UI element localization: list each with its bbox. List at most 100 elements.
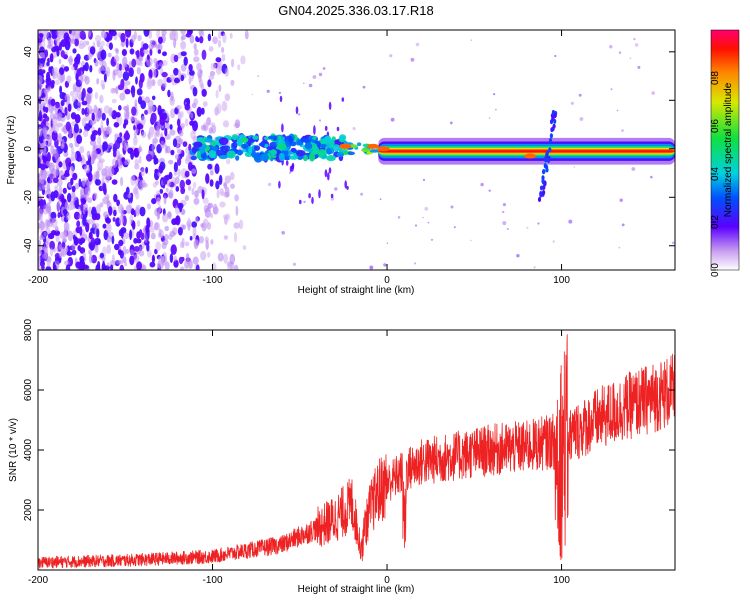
noise-speckle <box>116 62 120 72</box>
noise-speckle <box>209 170 214 176</box>
noise-speckle <box>195 264 200 270</box>
noise-speckle <box>188 64 193 72</box>
noise-speckle <box>140 100 147 110</box>
noise-speckle <box>410 57 415 62</box>
noise-speckle <box>60 100 65 107</box>
noise-speckle <box>145 224 150 234</box>
noise-speckle <box>180 266 185 270</box>
noise-speckle <box>157 79 164 87</box>
signal-blob <box>328 142 334 148</box>
noise-speckle <box>621 223 625 227</box>
noise-speckle <box>148 69 153 79</box>
signal-blob <box>311 150 318 155</box>
noise-speckle <box>212 36 219 44</box>
noise-speckle <box>552 240 555 243</box>
noise-speckle <box>90 133 96 142</box>
noise-speckle <box>67 103 72 113</box>
noise-speckle <box>38 215 41 221</box>
bottom-x-tick-label: 100 <box>553 575 570 586</box>
noise-speckle <box>54 230 61 236</box>
burst-mark <box>537 197 542 202</box>
noise-speckle <box>167 211 172 218</box>
noise-speckle <box>146 54 150 61</box>
noise-speckle <box>227 262 232 270</box>
noise-speckle <box>216 103 222 115</box>
noise-speckle <box>74 199 79 208</box>
noise-speckle <box>149 261 156 268</box>
noise-speckle <box>134 159 139 166</box>
noise-speckle <box>184 241 190 247</box>
noise-speckle <box>89 65 93 73</box>
noise-speckle <box>106 117 109 127</box>
noise-speckle <box>79 146 85 154</box>
bottom-x-tick-label: -200 <box>28 575 48 586</box>
noise-speckle <box>79 237 86 244</box>
noise-speckle <box>197 185 204 194</box>
top-x-label: Height of straight line (km) <box>298 285 415 296</box>
noise-speckle <box>93 104 98 114</box>
noise-speckle <box>48 217 54 224</box>
bottom-x-tick-label: 0 <box>384 575 390 586</box>
noise-speckle <box>234 119 241 129</box>
signal-streak <box>328 167 332 174</box>
noise-speckle <box>88 231 93 240</box>
noise-speckle <box>140 115 146 126</box>
noise-speckle <box>169 124 173 130</box>
noise-speckle <box>222 32 227 44</box>
top-x-tick-label: -200 <box>28 275 48 286</box>
noise-speckle <box>207 251 211 258</box>
noise-speckle <box>199 236 204 244</box>
noise-speckle <box>80 203 84 212</box>
noise-speckle <box>45 121 49 127</box>
noise-speckle <box>159 188 164 194</box>
noise-speckle <box>72 48 77 54</box>
noise-speckle <box>616 109 619 112</box>
top-x-tick-label: 0 <box>384 275 390 286</box>
noise-speckle <box>214 163 220 174</box>
noise-speckle <box>229 32 233 39</box>
noise-speckle <box>185 179 191 186</box>
noise-speckle <box>191 188 195 196</box>
noise-speckle <box>79 74 84 85</box>
noise-speckle <box>38 68 43 77</box>
noise-speckle <box>106 262 110 267</box>
noise-speckle <box>49 53 54 63</box>
burst-mark <box>553 113 557 119</box>
noise-speckle <box>138 155 142 164</box>
bottom-y-ticks: 2000 4000 6000 8000 <box>23 318 675 521</box>
noise-speckle <box>379 198 382 201</box>
noise-speckle <box>78 178 82 188</box>
noise-speckle <box>633 38 636 41</box>
noise-speckle <box>120 32 126 43</box>
noise-speckle <box>133 246 140 252</box>
signal-streak <box>330 193 334 199</box>
noise-speckle <box>44 106 49 113</box>
noise-speckle <box>42 127 48 138</box>
burst-mark <box>545 167 549 173</box>
noise-speckle <box>135 191 140 200</box>
colorbar-tick-label: 0.4 <box>710 167 721 181</box>
noise-speckle <box>136 88 143 96</box>
noise-speckle <box>102 182 107 193</box>
top-y-ticks: -40 -20 0 20 40 <box>23 46 675 253</box>
noise-speckle <box>174 154 180 160</box>
noise-speckle <box>71 96 76 103</box>
noise-speckle <box>233 231 238 243</box>
burst-mark <box>545 150 549 156</box>
noise-speckle <box>94 91 99 100</box>
noise-speckle <box>233 222 240 229</box>
noise-speckle <box>148 43 154 50</box>
noise-speckle <box>146 133 154 138</box>
signal-blob <box>304 142 313 150</box>
noise-speckle <box>126 104 130 111</box>
bottom-y-tick-label: 8000 <box>23 318 34 341</box>
signal-blob <box>190 155 197 161</box>
noise-speckle <box>63 32 70 42</box>
noise-speckle <box>176 104 183 110</box>
noise-speckle <box>133 237 138 244</box>
signal-blob <box>196 137 206 143</box>
noise-speckle <box>167 192 173 198</box>
noise-speckle <box>449 121 453 125</box>
noise-speckle <box>201 49 207 60</box>
noise-speckle <box>149 226 155 233</box>
